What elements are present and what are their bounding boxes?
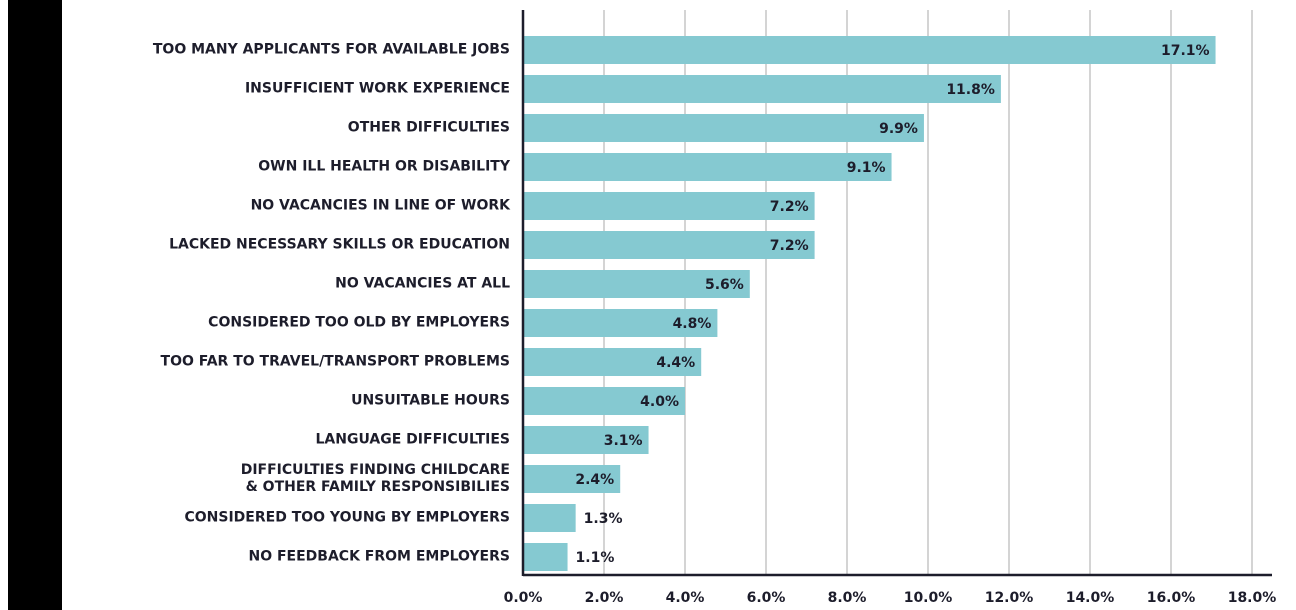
y-tick-label: TOO FAR TO TRAVEL/TRANSPORT PROBLEMS bbox=[160, 353, 510, 370]
bar bbox=[523, 387, 685, 415]
bar bbox=[523, 75, 1001, 103]
value-label: 4.8% bbox=[673, 316, 712, 332]
bar bbox=[523, 426, 649, 454]
x-tick-label: 12.0% bbox=[985, 590, 1034, 606]
y-tick-label: LACKED NECESSARY SKILLS OR EDUCATION bbox=[169, 236, 510, 253]
value-label: 1.1% bbox=[576, 550, 615, 566]
value-label: 7.2% bbox=[770, 199, 809, 215]
x-tick-label: 18.0% bbox=[1228, 590, 1277, 606]
value-label: 4.0% bbox=[640, 394, 679, 410]
x-tick-label: 10.0% bbox=[904, 590, 953, 606]
value-label: 11.8% bbox=[946, 82, 995, 98]
x-tick-label: 6.0% bbox=[747, 590, 786, 606]
y-tick-label: CONSIDERED TOO OLD BY EMPLOYERS bbox=[208, 314, 510, 331]
x-tick-label: 14.0% bbox=[1066, 590, 1115, 606]
value-label: 7.2% bbox=[770, 238, 809, 254]
bar bbox=[523, 153, 892, 181]
bar bbox=[523, 504, 576, 532]
y-tick-label: DIFFICULTIES FINDING CHILDCARE & OTHER F… bbox=[240, 462, 510, 495]
value-label: 4.4% bbox=[656, 355, 695, 371]
x-tick-label: 4.0% bbox=[666, 590, 705, 606]
x-tick-label: 2.0% bbox=[585, 590, 624, 606]
side-band bbox=[8, 0, 62, 610]
x-tick-label: 8.0% bbox=[828, 590, 867, 606]
bar bbox=[523, 543, 568, 571]
value-label: 5.6% bbox=[705, 277, 744, 293]
y-tick-label: TOO MANY APPLICANTS FOR AVAILABLE JOBS bbox=[152, 41, 510, 58]
value-label: 2.4% bbox=[575, 472, 614, 488]
y-tick-label: CONSIDERED TOO YOUNG BY EMPLOYERS bbox=[184, 509, 511, 526]
bar bbox=[523, 36, 1216, 64]
value-label: 17.1% bbox=[1161, 43, 1210, 59]
value-label: 3.1% bbox=[604, 433, 643, 449]
value-label: 9.9% bbox=[879, 121, 918, 137]
value-label: 9.1% bbox=[847, 160, 886, 176]
y-tick-label: NO VACANCIES AT ALL bbox=[335, 275, 510, 292]
bar bbox=[523, 114, 924, 142]
bar bbox=[523, 270, 750, 298]
value-label: 1.3% bbox=[584, 511, 623, 527]
y-tick-label: NO FEEDBACK FROM EMPLOYERS bbox=[248, 548, 510, 565]
y-tick-label: UNSUITABLE HOURS bbox=[351, 392, 510, 409]
bar bbox=[523, 231, 815, 259]
x-tick-label: 0.0% bbox=[504, 590, 543, 606]
bar bbox=[523, 192, 815, 220]
y-tick-label: OWN ILL HEALTH OR DISABILITY bbox=[258, 158, 510, 175]
y-tick-label: NO VACANCIES IN LINE OF WORK bbox=[250, 197, 510, 214]
y-tick-label: LANGUAGE DIFFICULTIES bbox=[315, 431, 510, 448]
y-tick-label: INSUFFICIENT WORK EXPERIENCE bbox=[244, 80, 510, 97]
bar bbox=[523, 465, 621, 493]
y-tick-label: OTHER DIFFICULTIES bbox=[347, 119, 510, 136]
bar bbox=[523, 348, 702, 376]
bar bbox=[523, 309, 718, 337]
x-tick-label: 16.0% bbox=[1147, 590, 1196, 606]
